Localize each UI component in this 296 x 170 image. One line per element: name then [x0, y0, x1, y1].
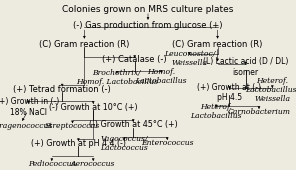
Text: Colonies grown on MRS culture plates: Colonies grown on MRS culture plates: [62, 5, 234, 14]
Text: (+) Growth at pH 4.4 (-): (+) Growth at pH 4.4 (-): [31, 139, 126, 148]
Text: (-) Growth at 45°C (+): (-) Growth at 45°C (+): [89, 120, 178, 129]
Text: Aerococcus: Aerococcus: [71, 160, 115, 168]
Text: Heterof.
Lactobacillus/
Weissella: Heterof. Lactobacillus/ Weissella: [245, 77, 296, 104]
Text: (-) Growth at 10°C (+): (-) Growth at 10°C (+): [49, 103, 138, 112]
Text: Streptococcus: Streptococcus: [45, 122, 100, 130]
Text: (L) Lactic acid (D / DL)
isomer: (L) Lactic acid (D / DL) isomer: [203, 57, 288, 77]
Text: Enterococcus: Enterococcus: [141, 139, 194, 147]
Text: (+) Growth in (-)
18% NaCl: (+) Growth in (-) 18% NaCl: [0, 97, 60, 117]
Text: (C) Gram reaction (R): (C) Gram reaction (R): [39, 40, 130, 49]
Text: Vagococcus/
Lactococcus: Vagococcus/ Lactococcus: [100, 135, 148, 152]
Text: Brochothrix/
Homof. Lactobacillus: Brochothrix/ Homof. Lactobacillus: [76, 69, 158, 86]
Text: Heterof.
Lactobacillus: Heterof. Lactobacillus: [190, 103, 242, 120]
Text: Carnobacterium: Carnobacterium: [228, 108, 290, 116]
Text: (C) Gram reaction (R): (C) Gram reaction (R): [172, 40, 263, 49]
Text: (-) Gas production from glucose (+): (-) Gas production from glucose (+): [73, 21, 223, 30]
Text: (+) Tetrad formation (-): (+) Tetrad formation (-): [13, 85, 111, 94]
Text: Homof.
Lactobacillus: Homof. Lactobacillus: [136, 68, 187, 85]
Text: Leuconostoc/
Weissella: Leuconostoc/ Weissella: [164, 49, 215, 67]
Text: Tetragenococcus: Tetragenococcus: [0, 122, 53, 130]
Text: Pediococcus: Pediococcus: [28, 160, 75, 168]
Text: (+) Catalase (-): (+) Catalase (-): [102, 55, 167, 64]
Text: (+) Growth at (-)
pH 4.5: (+) Growth at (-) pH 4.5: [197, 83, 261, 102]
